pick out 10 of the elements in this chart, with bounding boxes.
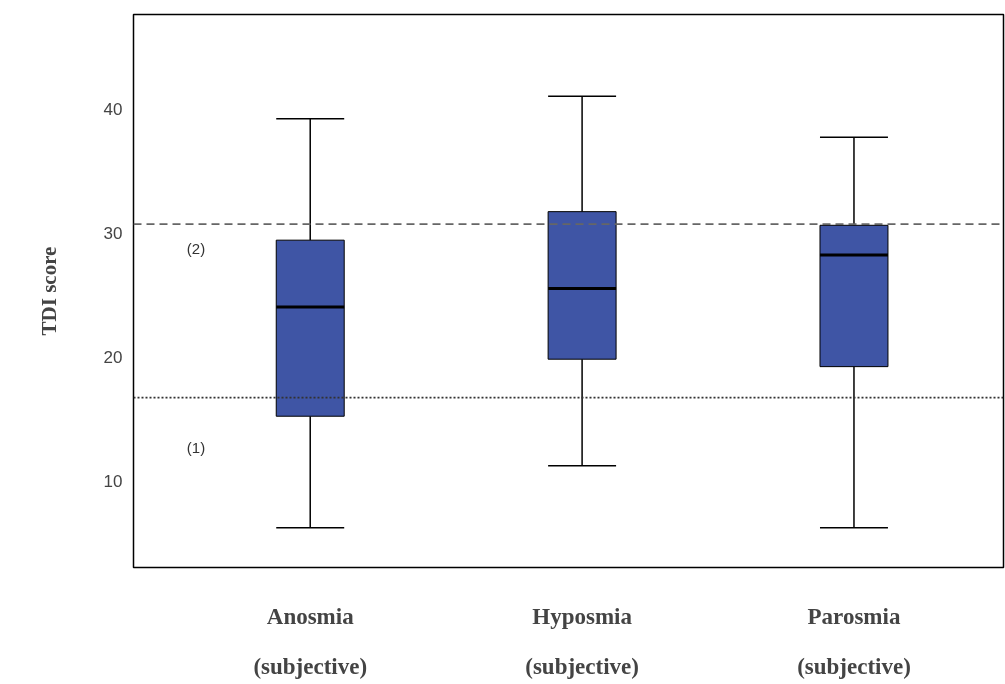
- x-tick-label: Anosmia (subjective): [253, 603, 368, 679]
- annotation: (1): [186, 438, 206, 456]
- x-tick-label: Hyposmia (subjective): [525, 603, 639, 679]
- y-tick-label: 10: [103, 471, 123, 491]
- annotation: (2): [186, 240, 206, 258]
- y-tick-label: 40: [103, 99, 123, 119]
- x-tick-label: Parosmia (subjective): [797, 603, 911, 679]
- y-tick-label: 20: [103, 347, 123, 367]
- y-tick-label: 30: [103, 223, 123, 243]
- y-axis-title: TDI score: [36, 246, 61, 336]
